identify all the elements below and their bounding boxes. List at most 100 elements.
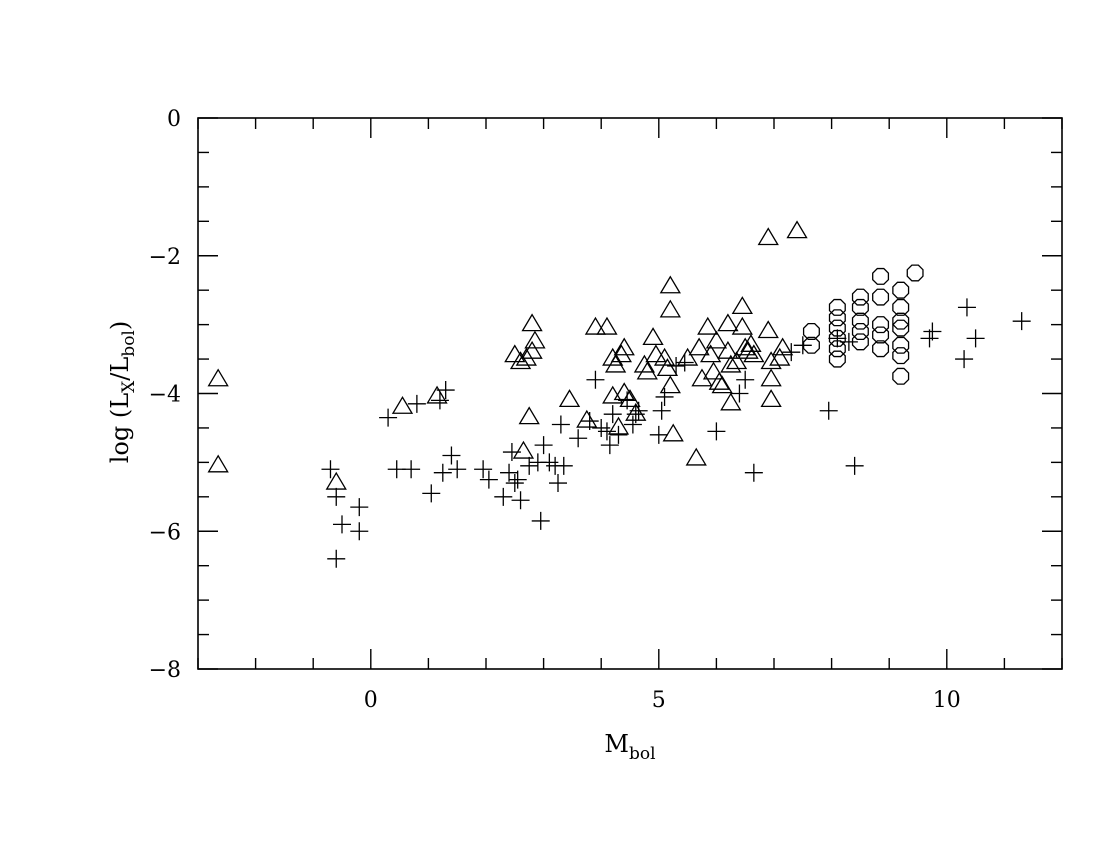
- circle-point: [872, 267, 890, 285]
- triangle-point: [625, 402, 647, 421]
- plus-point: [433, 463, 452, 482]
- triangle-point: [757, 320, 779, 339]
- circle-point: [872, 288, 890, 306]
- circle-point: [892, 298, 910, 316]
- triangle-point: [769, 347, 791, 366]
- y-tick-label: −8: [149, 658, 181, 683]
- plus-point: [923, 322, 942, 341]
- plus-point: [534, 436, 553, 455]
- plus-point: [828, 329, 847, 348]
- triangle-point: [731, 316, 753, 335]
- circle-point: [906, 264, 924, 282]
- triangle-point: [743, 344, 765, 363]
- circle-point: [828, 329, 846, 347]
- triangle-point: [760, 368, 782, 387]
- triangle-point: [662, 423, 684, 442]
- x-tick-label: 0: [364, 688, 378, 713]
- plus-point: [655, 387, 674, 406]
- triangle-point: [619, 389, 641, 408]
- triangle-point: [659, 299, 681, 318]
- plus-point: [379, 408, 398, 427]
- y-tick-label: −6: [149, 520, 181, 545]
- triangle-point: [771, 337, 794, 356]
- plus-point: [350, 522, 369, 541]
- plus-point: [327, 487, 346, 506]
- triangle-point: [711, 375, 733, 394]
- y-tick-label: 0: [167, 107, 181, 132]
- plus-point: [667, 356, 686, 375]
- plus-point: [652, 401, 671, 420]
- circle-point: [828, 350, 846, 368]
- plus-point: [422, 484, 441, 503]
- y-tick-label: −2: [149, 245, 181, 270]
- plus-point: [551, 415, 570, 434]
- triangle-point: [659, 375, 681, 394]
- triangle-point: [524, 330, 546, 349]
- triangle-point: [521, 340, 543, 359]
- plus-point: [321, 460, 340, 479]
- plus-point: [520, 456, 539, 475]
- plus-point: [597, 422, 616, 441]
- triangle-point: [653, 347, 676, 366]
- triangle-point: [688, 337, 710, 356]
- plus-point: [448, 460, 467, 479]
- plus-point: [511, 491, 530, 510]
- plus-point: [508, 470, 527, 489]
- circle-point: [892, 367, 910, 385]
- plus-point: [793, 336, 812, 355]
- circle-point: [802, 336, 820, 354]
- plus-point: [955, 350, 974, 369]
- triangle-point: [702, 361, 725, 380]
- plus-point: [407, 394, 426, 413]
- triangle-point: [509, 351, 532, 370]
- triangle-point: [734, 337, 756, 356]
- plus-point: [554, 456, 573, 475]
- plus-point: [920, 329, 939, 348]
- triangle-point: [207, 454, 229, 473]
- plus-point: [623, 415, 642, 434]
- circle-point: [851, 333, 869, 351]
- plus-point: [569, 429, 588, 448]
- plus-point: [707, 422, 726, 441]
- circle-point: [828, 340, 846, 358]
- triangle-point: [645, 344, 667, 363]
- triangle-point: [607, 416, 630, 435]
- triangle-point: [602, 347, 624, 366]
- circle-point: [872, 340, 890, 358]
- triangle-point: [717, 313, 739, 332]
- plus-point: [603, 405, 622, 424]
- circle-point: [872, 316, 890, 334]
- data-marks: [207, 220, 1031, 568]
- triangle-point: [705, 330, 728, 349]
- triangle-point: [207, 368, 229, 387]
- plus-point: [505, 474, 524, 493]
- plus-point: [736, 370, 755, 389]
- triangle-point: [604, 354, 627, 373]
- plus-point: [500, 463, 519, 482]
- plot-frame: [197, 117, 1063, 670]
- plus-point: [819, 401, 838, 420]
- circle-point: [851, 298, 869, 316]
- plus-point: [402, 460, 421, 479]
- circle-point: [892, 312, 910, 330]
- triangle-point: [786, 220, 808, 239]
- plus-point: [350, 498, 369, 517]
- triangle-point: [610, 344, 633, 363]
- triangle-point: [521, 313, 543, 332]
- triangle-point: [717, 340, 739, 359]
- plus-point: [531, 511, 550, 530]
- triangle-point: [757, 227, 779, 246]
- plus-point: [845, 456, 864, 475]
- circle-point: [851, 288, 869, 306]
- circle-point: [828, 298, 846, 316]
- plus-point: [675, 353, 694, 372]
- triangle-point: [576, 409, 598, 428]
- plus-point: [494, 487, 513, 506]
- plus-point: [609, 425, 628, 444]
- plus-point: [436, 381, 455, 400]
- triangle-point: [636, 361, 658, 380]
- triangle-point: [720, 354, 742, 373]
- plus-point: [333, 515, 351, 534]
- y-axis-label: log (LX/Lbol): [106, 321, 139, 464]
- triangle-point: [515, 347, 537, 366]
